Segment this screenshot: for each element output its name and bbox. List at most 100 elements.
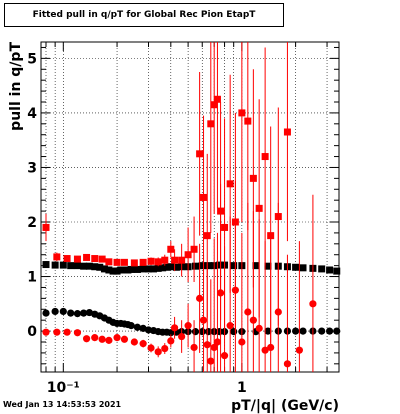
data-point [105,266,113,274]
x-tick-label: 1 [237,380,247,396]
data-point [109,267,117,275]
data-point [42,328,50,336]
data-point [267,343,275,352]
x-ticks: 10⁻¹ 1 [45,42,328,396]
data-point [172,263,180,271]
data-point [264,262,272,270]
data-point [167,329,175,337]
data-point [216,289,225,297]
grid-lines [41,42,339,372]
data-point [249,316,257,324]
data-point [213,338,222,346]
data-point [226,180,234,188]
data-point [295,346,303,354]
data-point [73,310,82,318]
y-tick-label: 4 [27,106,37,122]
data-point [230,262,238,270]
data-point [113,267,121,275]
data-point [200,193,208,201]
series-3 [42,181,317,372]
series-0 [42,261,341,275]
data-point [203,232,211,240]
data-point [113,334,121,342]
data-point [204,328,213,336]
data-point [249,174,257,182]
data-point [299,264,307,272]
data-point [139,265,147,273]
data-point [226,322,234,330]
data-point [170,324,179,332]
data-point [144,265,152,273]
data-point [221,223,229,231]
data-point [252,262,260,270]
data-point [207,357,215,365]
chart-title: Fitted pull in q/pT for Global Rec Pion … [32,10,256,20]
data-point [154,348,162,356]
data-point [292,327,300,335]
data-point [184,322,192,330]
y-ticks: 0 1 2 3 4 5 [27,46,339,365]
data-point [120,335,129,343]
data-point [220,352,229,360]
axes [40,41,340,373]
data-point [238,109,246,117]
data-point [198,328,206,336]
data-point [91,255,99,263]
data-point [113,258,121,266]
data-point [333,267,341,275]
data-point [91,263,99,271]
data-point [171,256,179,264]
data-point [67,309,75,317]
data-point [161,344,169,353]
data-point [147,257,155,265]
data-point [105,336,113,344]
data-point [198,262,206,270]
data-point [255,324,263,332]
data-point [326,266,334,274]
data-point [53,253,61,261]
data-point [98,255,106,263]
data-point [67,262,75,270]
data-point [53,328,61,336]
data-point [127,265,135,273]
y-tick-label: 2 [27,215,37,231]
data-point [98,335,106,343]
data-point [238,338,246,346]
data-point [267,232,275,240]
data-point [42,223,50,231]
data-point [196,150,204,158]
data-point [283,360,292,368]
data-point [318,327,326,335]
data-point [318,265,326,273]
data-point [333,327,341,335]
data-marks [42,42,341,372]
data-point [196,294,204,302]
data-point [190,343,198,352]
data-point [73,329,82,337]
data-point [261,153,269,161]
data-point [85,262,93,270]
data-point [63,255,71,263]
data-point [96,263,104,271]
data-point [80,262,88,270]
data-point [139,340,147,348]
data-point [100,265,108,273]
data-point [210,101,218,109]
data-point [159,264,167,272]
data-point [244,308,252,316]
data-point [167,263,175,271]
data-point [147,344,155,352]
data-point [161,256,169,264]
data-point [325,327,334,335]
data-point [274,308,282,316]
data-point [309,300,317,308]
data-point [117,266,125,274]
data-point [264,327,272,335]
data-point [167,337,175,345]
data-point [167,245,175,253]
data-point [191,262,199,270]
data-point [207,120,215,128]
data-point [244,117,252,125]
data-point [216,261,224,269]
